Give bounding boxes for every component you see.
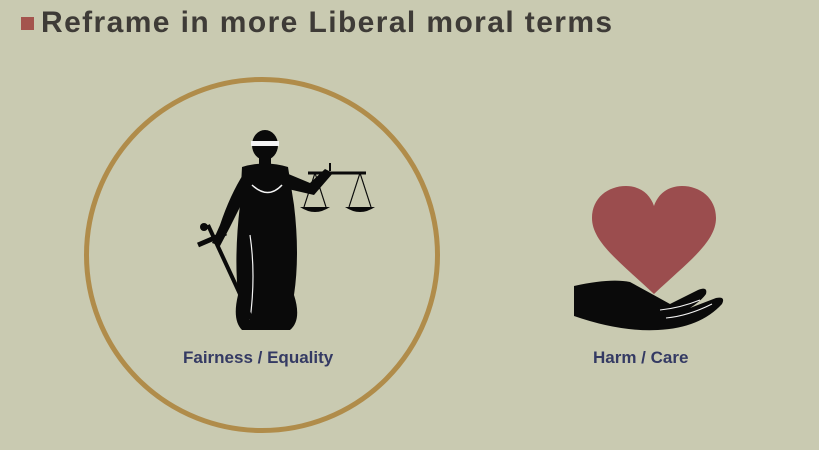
heart-in-hand-icon bbox=[574, 186, 724, 331]
highlight-circle bbox=[84, 77, 440, 433]
slide-title: Reframe in more Liberal moral terms bbox=[41, 6, 614, 39]
lady-justice-icon bbox=[197, 130, 375, 330]
fairness-equality-label: Fairness / Equality bbox=[183, 348, 334, 367]
harm-care-label: Harm / Care bbox=[593, 348, 689, 367]
title-bullet bbox=[21, 17, 34, 30]
